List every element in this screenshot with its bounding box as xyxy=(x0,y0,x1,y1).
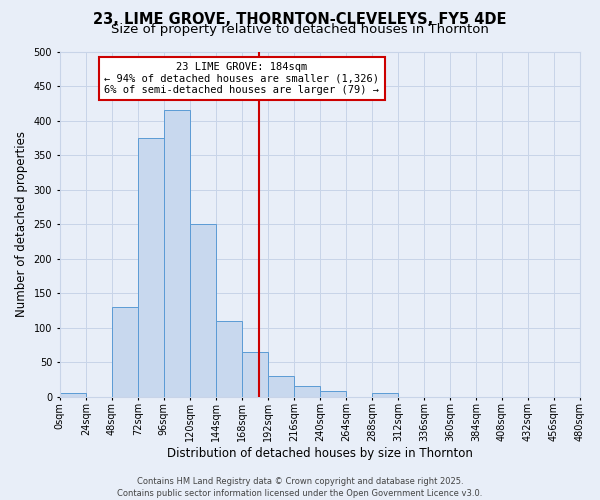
Bar xyxy=(242,352,268,397)
Text: Size of property relative to detached houses in Thornton: Size of property relative to detached ho… xyxy=(111,22,489,36)
X-axis label: Distribution of detached houses by size in Thornton: Distribution of detached houses by size … xyxy=(167,447,473,460)
Bar xyxy=(112,307,138,396)
Bar xyxy=(294,386,320,396)
Bar xyxy=(60,393,86,396)
Bar xyxy=(164,110,190,397)
Bar xyxy=(190,224,216,396)
Bar xyxy=(268,376,294,396)
Bar xyxy=(320,391,346,396)
Text: 23, LIME GROVE, THORNTON-CLEVELEYS, FY5 4DE: 23, LIME GROVE, THORNTON-CLEVELEYS, FY5 … xyxy=(93,12,507,28)
Text: Contains HM Land Registry data © Crown copyright and database right 2025.
Contai: Contains HM Land Registry data © Crown c… xyxy=(118,476,482,498)
Text: 23 LIME GROVE: 184sqm
← 94% of detached houses are smaller (1,326)
6% of semi-de: 23 LIME GROVE: 184sqm ← 94% of detached … xyxy=(104,62,379,95)
Bar xyxy=(216,320,242,396)
Y-axis label: Number of detached properties: Number of detached properties xyxy=(15,131,28,317)
Bar xyxy=(138,138,164,396)
Bar xyxy=(372,393,398,396)
